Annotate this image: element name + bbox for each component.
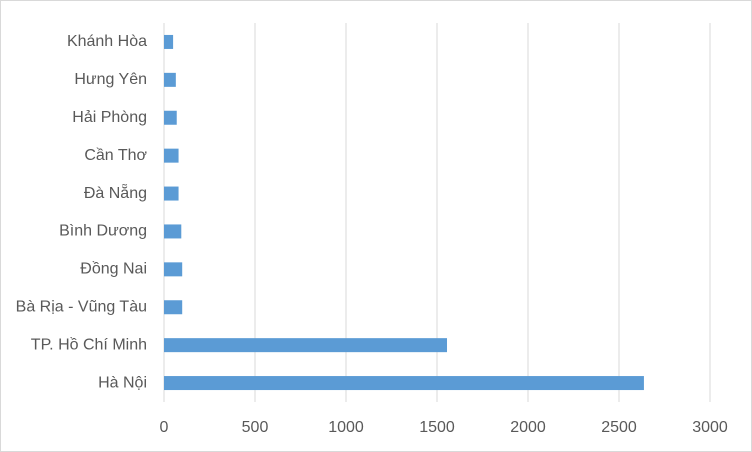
bar xyxy=(164,300,183,315)
x-tick-label: 2500 xyxy=(601,419,637,436)
x-tick-label: 2000 xyxy=(510,419,546,436)
x-tick-label: 500 xyxy=(242,419,269,436)
y-tick-label: Bình Dương xyxy=(59,223,147,240)
x-tick-label: 0 xyxy=(160,419,169,436)
x-tick-label: 3000 xyxy=(692,419,728,436)
bar xyxy=(164,110,177,125)
y-tick-label: Khánh Hòa xyxy=(67,33,147,50)
y-tick-label: TP. Hồ Chí Minh xyxy=(31,336,147,353)
y-tick-label: Hải Phòng xyxy=(72,109,147,126)
bar xyxy=(164,262,183,277)
x-tick-label: 1500 xyxy=(419,419,455,436)
bar xyxy=(164,186,179,201)
y-tick-label: Đà Nẵng xyxy=(84,183,147,202)
y-tick-label: Hưng Yên xyxy=(74,71,147,88)
bar xyxy=(164,338,448,353)
bar xyxy=(164,72,176,87)
y-tick-label: Cần Thơ xyxy=(84,147,147,164)
y-tick-label: Bà Rịa - Vũng Tàu xyxy=(16,298,147,315)
y-tick-label: Đồng Nai xyxy=(80,261,147,278)
bar xyxy=(164,34,174,49)
bar xyxy=(164,148,179,163)
bar xyxy=(164,224,182,239)
x-tick-label: 1000 xyxy=(328,419,364,436)
bar xyxy=(164,376,644,391)
y-tick-label: Hà Nội xyxy=(98,374,147,391)
